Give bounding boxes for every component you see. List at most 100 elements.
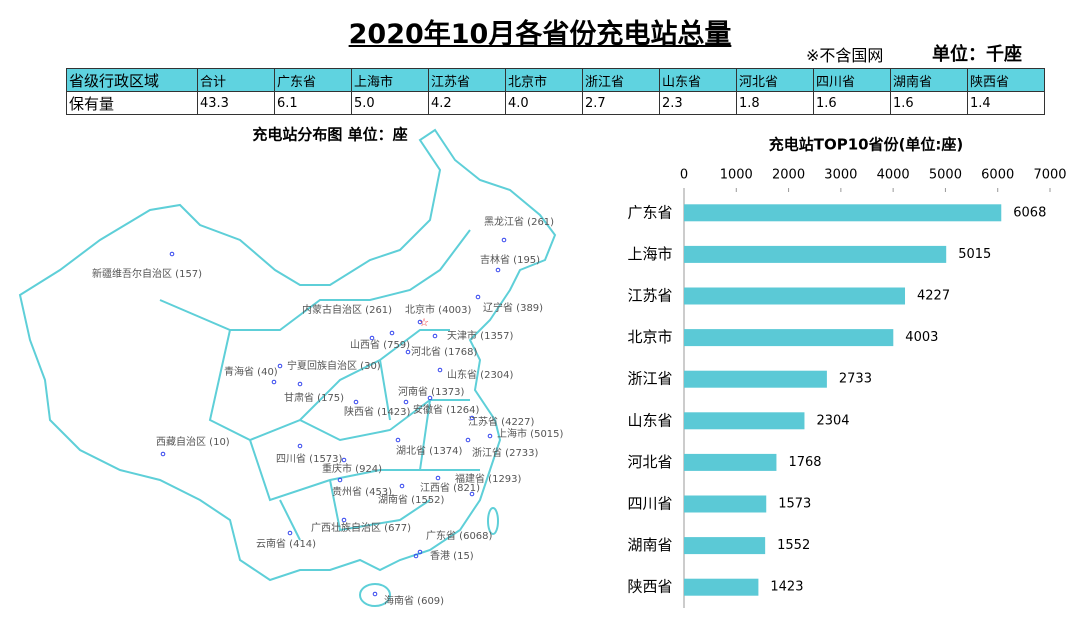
x-tick-label: 6000 (981, 168, 1014, 183)
map-dot (413, 553, 419, 559)
value-label: 2733 (839, 372, 872, 387)
map-label: 辽宁省 (389) (483, 301, 543, 314)
map-dot (169, 251, 175, 257)
value-label: 1573 (778, 497, 811, 512)
map-label: 北京市 (4003) (405, 303, 472, 316)
map-dot (427, 395, 433, 401)
bar (684, 370, 827, 388)
bar (684, 412, 805, 430)
table-cell: 2.7 (582, 91, 660, 115)
map-dot (432, 333, 438, 339)
bar (684, 453, 777, 471)
bar (684, 329, 894, 347)
bar (684, 537, 766, 555)
map-dot (437, 367, 443, 373)
map-dot (487, 433, 493, 439)
table-cell: 湖南省 (890, 68, 968, 92)
y-tick-label: 上海市 (627, 245, 672, 263)
map-label: 香港 (15) (430, 550, 474, 562)
map-dot (469, 415, 475, 421)
value-label: 1423 (770, 580, 803, 595)
table-cell: 4.2 (428, 91, 506, 115)
map-label: 四川省 (1573) (276, 452, 343, 465)
table-cell: 江苏省 (428, 68, 506, 92)
table-cell: 山东省 (659, 68, 737, 92)
table-cell: 6.1 (274, 91, 352, 115)
y-tick-label: 四川省 (627, 495, 672, 513)
map-dot (469, 491, 475, 497)
page-title: 2020年10月各省份充电站总量 (348, 19, 732, 50)
bar (684, 287, 906, 305)
map-label: 青海省 (40) (224, 365, 278, 378)
summary-table: 省级行政区域 合计 广东省 上海市 江苏省 北京市 浙江省 山东省 河北省 四川省 湖南省 陕西省 保有… (66, 68, 1045, 115)
map-dot (405, 349, 411, 355)
map-label: 湖南省 (1552) (378, 493, 445, 506)
map-label: 新疆维吾尔自治区 (157) (92, 267, 202, 280)
y-tick-label: 广东省 (627, 203, 672, 221)
map-dot (435, 475, 441, 481)
table-cell: 1.6 (813, 91, 891, 115)
map-label: 吉林省 (195) (480, 253, 540, 266)
map-label: 陕西省 (1423) (344, 405, 411, 418)
table-cell: 1.4 (967, 91, 1045, 115)
capital-star: ☆ (419, 316, 429, 329)
table-cell: 1.8 (736, 91, 814, 115)
table-cell: 陕西省 (967, 68, 1045, 92)
map-outline (18, 128, 557, 607)
map-label: 河南省 (1373) (398, 385, 465, 398)
map-dot (297, 381, 303, 387)
map-dot (417, 549, 423, 555)
map-label: 宁夏回族自治区 (30) (287, 359, 381, 372)
map-label: 内蒙古自治区 (261) (302, 303, 392, 316)
map-label: 云南省 (414) (256, 537, 316, 550)
note: ※不含国网 (806, 46, 884, 65)
map-dot (369, 335, 375, 341)
map-label: 广东省 (6068) (426, 529, 493, 542)
x-tick-label: 7000 (1033, 168, 1066, 183)
map-label: 江西省 (821) (420, 481, 480, 494)
table-cell: 四川省 (813, 68, 891, 92)
map-dot (495, 267, 501, 273)
chart-title: 充电站TOP10省份(单位:座) (769, 136, 964, 154)
x-tick-label: 0 (680, 168, 688, 183)
x-tick-label: 1000 (720, 168, 753, 183)
map-dot (475, 294, 481, 300)
value-label: 5015 (958, 247, 991, 262)
y-tick-label: 北京市 (627, 328, 672, 346)
map-dot (341, 517, 347, 523)
map-label: 山东省 (2304) (447, 368, 514, 381)
map-label: 山西省 (759) (350, 338, 410, 351)
y-tick-label: 山东省 (627, 411, 672, 429)
table-row: 省级行政区域 合计 广东省 上海市 江苏省 北京市 浙江省 山东省 河北省 四川省 湖南省 陕西省 (66, 68, 1045, 92)
table-cell: 1.6 (890, 91, 968, 115)
y-tick-label: 河北省 (627, 453, 672, 471)
map-dot (271, 379, 277, 385)
y-tick-label: 陕西省 (627, 578, 672, 596)
map-label: 湖北省 (1374) (396, 444, 463, 457)
value-label: 2304 (816, 413, 849, 428)
map-label: 重庆市 (924) (322, 462, 382, 475)
map-dot (395, 437, 401, 443)
x-tick-label: 5000 (929, 168, 962, 183)
map-dot (417, 319, 423, 325)
map-dot (341, 457, 347, 463)
map-label: 贵州省 (453) (332, 485, 392, 498)
map-dot (403, 399, 409, 405)
table-cell: 4.0 (505, 91, 583, 115)
y-tick-label: 江苏省 (627, 287, 672, 305)
map-label: 天津市 (1357) (447, 329, 514, 342)
map-dot (372, 591, 378, 597)
map-dot (501, 237, 507, 243)
map-dot (297, 443, 303, 449)
map-label: 海南省 (609) (384, 594, 444, 607)
map-dot (399, 483, 405, 489)
map-title: 充电站分布图 单位：座 (252, 126, 407, 144)
table-cell: 浙江省 (582, 68, 660, 92)
bar (684, 204, 1002, 222)
map-label: 浙江省 (2733) (472, 446, 539, 459)
value-label: 6068 (1013, 205, 1046, 220)
map-label: 安徽省 (1264) (413, 403, 480, 416)
table-row: 保有量 43.3 6.1 5.0 4.2 4.0 2.7 2.3 1.8 1.6 1.6 1.4 (66, 91, 1045, 115)
map-label: 甘肃省 (175) (284, 391, 344, 404)
map-label: 广西壮族自治区 (677) (311, 521, 411, 534)
